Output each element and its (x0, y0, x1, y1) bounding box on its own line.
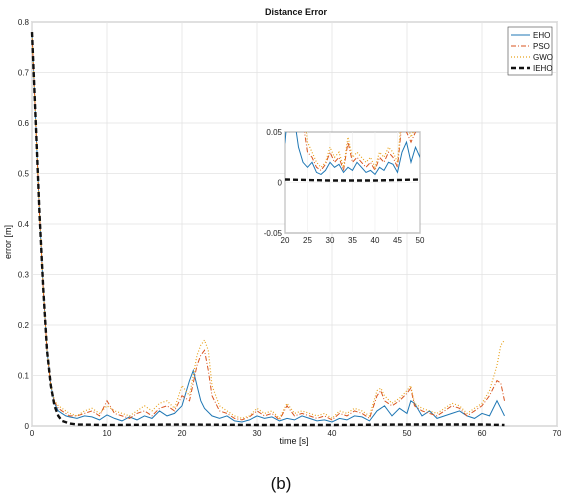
inset-series-lines (285, 132, 420, 182)
x-tick-label: 50 (403, 429, 412, 438)
legend-label-gwo: GWO (533, 53, 553, 62)
x-tick-label: 40 (328, 429, 337, 438)
legend-label-ieho: IEHO (533, 64, 553, 73)
x-tick-label: 20 (178, 429, 187, 438)
inset-y-tick-label: -0.05 (264, 229, 283, 238)
y-tick-label: 0.2 (18, 321, 30, 330)
inset-x-tick-label: 45 (393, 236, 402, 245)
y-tick-label: 0.1 (18, 372, 30, 381)
y-tick-label: 0.3 (18, 271, 30, 280)
inset-x-tick-label: 50 (416, 236, 425, 245)
x-axis-label: time [s] (279, 436, 308, 446)
inset-x-tick-label: 25 (303, 236, 312, 245)
x-tick-label: 30 (253, 429, 262, 438)
y-tick-label: 0.8 (18, 18, 30, 27)
y-axis-label: error [m] (3, 225, 13, 259)
inset-x-tick-label: 35 (348, 236, 357, 245)
y-tick-label: 0.5 (18, 170, 30, 179)
inset-x-tick-label: 20 (281, 236, 290, 245)
inset-y-tick-label: 0.05 (266, 128, 282, 137)
inset-grid (284, 131, 421, 234)
series-line-ieho (30, 32, 505, 427)
series-line-gwo (31, 32, 505, 420)
figure-caption: (b) (271, 474, 292, 493)
x-tick-label: 60 (478, 429, 487, 438)
x-tick-label: 10 (103, 429, 112, 438)
series-line-eho (31, 32, 505, 423)
y-tick-label: 0.4 (18, 220, 30, 229)
legend: EHO PSO GWO IEHO (507, 26, 553, 76)
series-line-pso (31, 32, 505, 421)
main-grid (31, 21, 558, 427)
chart-title: Distance Error (265, 7, 328, 17)
legend-label-pso: PSO (533, 42, 550, 51)
x-tick-label: 70 (553, 429, 561, 438)
inset-series-line-ieho (285, 178, 420, 182)
main-series-lines (30, 32, 505, 427)
y-tick-label: 0.6 (18, 119, 30, 128)
inset-series-line-eho (285, 132, 420, 176)
inset-x-tick-label: 40 (371, 236, 380, 245)
x-tick-label: 0 (30, 429, 35, 438)
inset-y-tick-label: 0 (278, 179, 283, 188)
y-tick-label: 0 (25, 422, 30, 431)
main-tick-labels: 0 10 20 30 40 50 60 70 0 0.1 0.2 0.3 0.4 0.5 0.6 0.7 0.8 (18, 18, 561, 438)
inset-x-tick-label: 30 (326, 236, 335, 245)
legend-label-eho: EHO (533, 31, 550, 40)
y-tick-label: 0.7 (18, 69, 30, 78)
inset-tick-labels: 20 25 30 35 40 45 50 -0.05 0 0.05 (264, 128, 425, 245)
inset-plot: 20 25 30 35 40 45 50 -0.05 0 0.05 (264, 128, 425, 245)
